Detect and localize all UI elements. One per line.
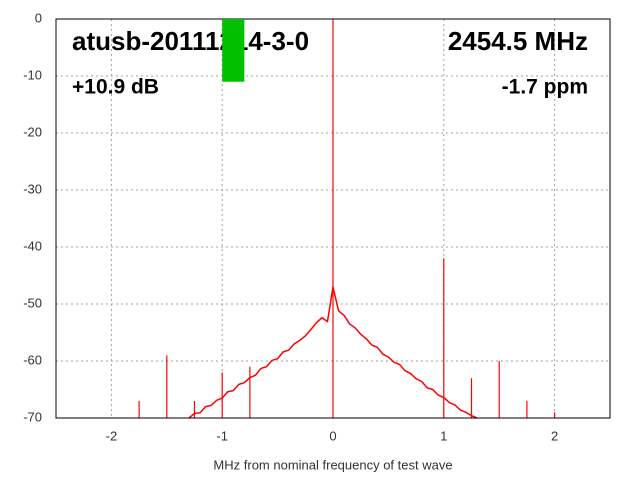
overlay xyxy=(222,19,245,82)
level-label: +10.9 dB xyxy=(72,76,159,99)
y-tick-label: -70 xyxy=(23,409,42,424)
x-tick-label: 0 xyxy=(329,428,336,443)
y-tick-label: -40 xyxy=(23,238,42,253)
x-tick-label: 1 xyxy=(440,428,447,443)
y-tick-label: -30 xyxy=(23,181,42,196)
y-tick-label: 0 xyxy=(35,10,42,25)
frequency-label: 2454.5 MHz xyxy=(448,26,588,56)
labels: atusb-20111214-3-0 2454.5 MHz +10.9 dB -… xyxy=(23,10,588,472)
x-axis-label: MHz from nominal frequency of test wave xyxy=(213,457,452,472)
device-title: atusb-20111214-3-0 xyxy=(72,26,309,56)
offset-label: -1.7 ppm xyxy=(502,76,588,99)
plot-marks xyxy=(138,19,556,419)
y-tick-label: -20 xyxy=(23,124,42,139)
y-tick-label: -60 xyxy=(23,352,42,367)
x-tick-label: 2 xyxy=(551,428,558,443)
x-tick-label: -2 xyxy=(106,428,118,443)
y-tick-label: -10 xyxy=(23,67,42,82)
plot-frame xyxy=(55,18,611,419)
level-bar xyxy=(222,19,245,82)
y-tick-label: -50 xyxy=(23,295,42,310)
x-tick-label: -1 xyxy=(216,428,228,443)
